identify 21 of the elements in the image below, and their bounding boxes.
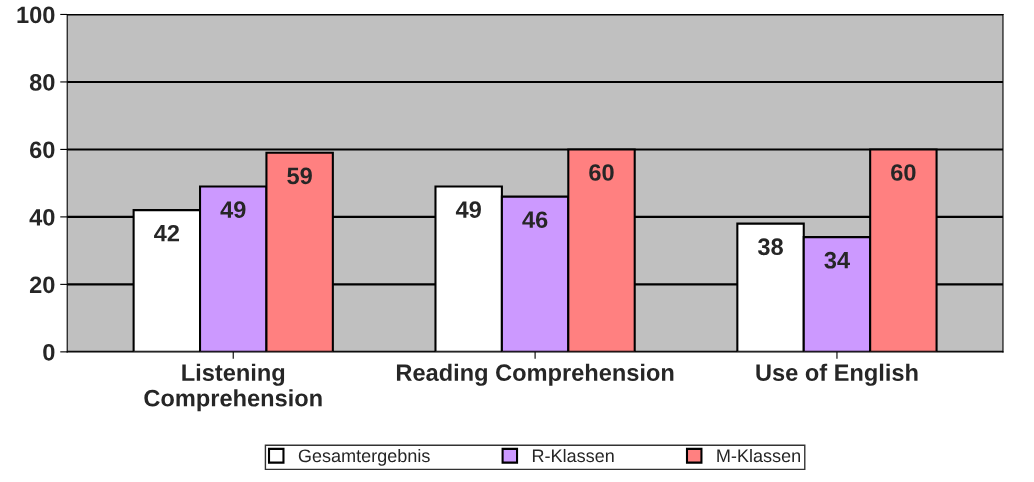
x-tick-label: Reading Comprehension [396,363,674,386]
data-label: 49 [220,201,246,218]
data-label: 42 [154,224,180,242]
x-tick-label: Listening Comprehension [144,363,322,412]
data-label: 46 [522,211,548,229]
y-tick-label: 0 [43,343,55,361]
data-label: 59 [287,167,312,185]
legend-label: M-Klassen [717,448,800,463]
data-label: 60 [589,164,614,181]
y-tick-label: 20 [29,276,55,294]
y-tick-label: 60 [30,141,55,159]
data-label: 34 [824,251,850,269]
y-tick-label: 100 [17,6,55,24]
y-tick-label: 80 [29,74,55,91]
y-tick-label: 40 [29,208,55,226]
data-label: 49 [455,201,481,218]
data-label: 60 [891,164,916,181]
x-tick-label: Use of English [756,363,918,386]
legend-label: R-Klassen [532,448,614,463]
data-label: 38 [757,238,783,256]
legend-label: Gesamtergebnis [298,448,430,466]
